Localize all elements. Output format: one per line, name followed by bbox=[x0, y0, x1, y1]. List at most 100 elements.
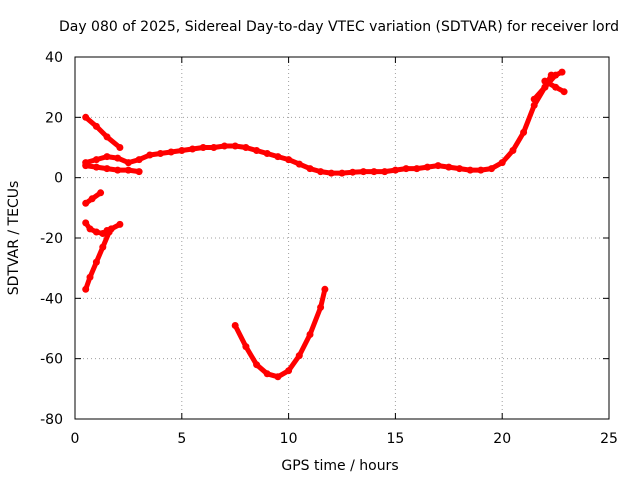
data-point bbox=[199, 144, 207, 151]
data-point bbox=[231, 142, 239, 150]
data-point bbox=[103, 133, 111, 141]
data-point bbox=[82, 285, 90, 293]
data-point bbox=[92, 163, 100, 171]
data-point bbox=[530, 101, 538, 109]
series-main-trace bbox=[82, 71, 555, 177]
data-point bbox=[285, 367, 293, 375]
data-point bbox=[103, 153, 111, 161]
data-point bbox=[317, 303, 325, 311]
series-line bbox=[232, 286, 328, 380]
data-point bbox=[552, 83, 560, 91]
data-point bbox=[253, 361, 261, 369]
series-u-curve bbox=[231, 285, 329, 381]
y-tick-label: -20 bbox=[40, 231, 63, 247]
data-point bbox=[99, 243, 107, 251]
data-point bbox=[488, 165, 495, 173]
data-point bbox=[146, 151, 154, 159]
data-point bbox=[295, 352, 303, 360]
data-point bbox=[92, 156, 100, 164]
series-short-upper-segment bbox=[82, 113, 124, 151]
series-line bbox=[83, 114, 123, 150]
data-point bbox=[92, 258, 100, 266]
data-point bbox=[82, 219, 90, 227]
x-axis-label: GPS time / hours bbox=[281, 458, 398, 474]
series-end-tail bbox=[541, 77, 568, 96]
data-point bbox=[391, 166, 399, 174]
data-point bbox=[88, 195, 96, 203]
data-point bbox=[541, 77, 549, 85]
data-point bbox=[253, 147, 261, 154]
data-point bbox=[477, 166, 485, 174]
data-point bbox=[402, 165, 410, 173]
data-point bbox=[317, 168, 325, 176]
data-point bbox=[285, 156, 293, 164]
data-point bbox=[124, 166, 132, 174]
data-point bbox=[466, 166, 474, 174]
data-point bbox=[338, 169, 346, 177]
data-point bbox=[295, 160, 303, 168]
data-point bbox=[135, 156, 143, 164]
data-point bbox=[156, 150, 164, 157]
chart-title: Day 080 of 2025, Sidereal Day-to-day VTE… bbox=[59, 19, 619, 35]
data-point bbox=[456, 165, 463, 173]
data-point bbox=[242, 343, 250, 351]
data-point bbox=[423, 163, 431, 171]
data-point bbox=[210, 144, 218, 151]
y-tick-label: 20 bbox=[45, 110, 63, 126]
data-point bbox=[124, 159, 132, 167]
y-tick-label: 40 bbox=[45, 50, 63, 66]
data-point bbox=[509, 147, 517, 154]
data-point bbox=[552, 71, 560, 79]
y-tick-label: -80 bbox=[40, 412, 63, 428]
x-tick-label: 15 bbox=[386, 431, 404, 447]
data-point bbox=[114, 166, 122, 174]
x-tick-label: 20 bbox=[493, 431, 511, 447]
data-point bbox=[306, 165, 314, 173]
data-point bbox=[135, 168, 143, 176]
data-point bbox=[82, 113, 90, 121]
plot-area bbox=[82, 68, 568, 381]
data-point bbox=[116, 220, 124, 228]
data-point bbox=[82, 199, 90, 207]
data-point bbox=[520, 128, 528, 136]
data-point bbox=[306, 331, 314, 338]
series-line bbox=[531, 69, 565, 102]
data-point bbox=[530, 95, 538, 103]
data-point bbox=[86, 273, 94, 281]
data-point bbox=[178, 147, 186, 154]
axis-ticks: 0 5 10 15 20 25 -80 -60 -40 -20 0 20 40 bbox=[40, 50, 618, 447]
data-point bbox=[498, 159, 506, 167]
data-point bbox=[221, 142, 228, 150]
series-short-segment bbox=[82, 189, 105, 207]
series-end-branch bbox=[530, 68, 566, 103]
data-point bbox=[86, 225, 94, 233]
data-point bbox=[189, 145, 196, 153]
series-left-low-branch bbox=[82, 219, 124, 237]
data-point bbox=[103, 165, 111, 173]
data-point bbox=[82, 162, 90, 170]
data-point bbox=[97, 189, 105, 197]
series-upper-branch bbox=[82, 162, 143, 176]
data-point bbox=[434, 162, 442, 170]
data-point bbox=[370, 168, 378, 176]
data-point bbox=[92, 228, 100, 236]
x-tick-label: 5 bbox=[177, 431, 186, 447]
data-point bbox=[321, 285, 329, 293]
x-tick-label: 0 bbox=[71, 431, 80, 447]
x-tick-label: 10 bbox=[280, 431, 298, 447]
data-point bbox=[116, 144, 124, 151]
grid bbox=[75, 57, 609, 419]
y-tick-label: -40 bbox=[40, 291, 63, 307]
data-point bbox=[105, 228, 113, 236]
data-point bbox=[445, 163, 453, 171]
data-point bbox=[263, 370, 271, 378]
data-point bbox=[560, 88, 568, 96]
series-left-dip bbox=[82, 228, 113, 293]
data-point bbox=[327, 169, 335, 177]
data-point bbox=[167, 148, 175, 156]
data-point bbox=[242, 144, 250, 151]
data-point bbox=[274, 373, 282, 381]
x-tick-label: 25 bbox=[600, 431, 618, 447]
data-point bbox=[231, 322, 239, 329]
